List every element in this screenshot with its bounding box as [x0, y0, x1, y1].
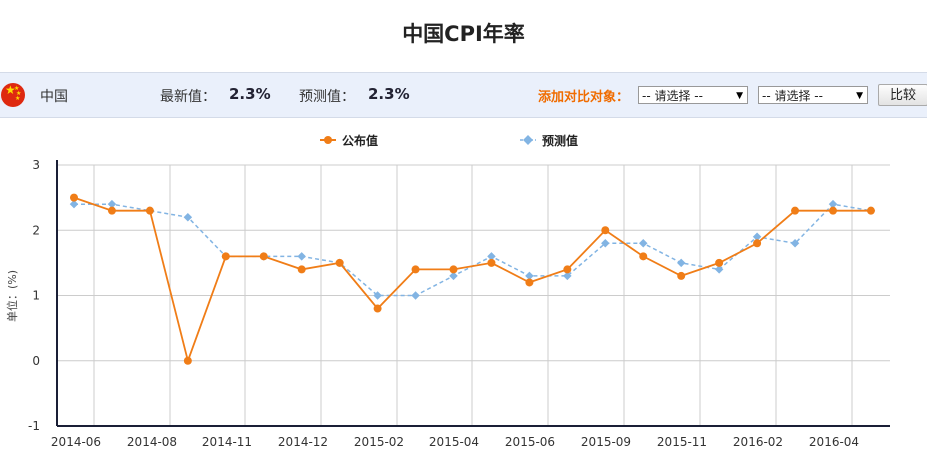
forecast-point: [639, 239, 648, 248]
y-tick-label: 0: [32, 354, 40, 368]
x-tick-label: 2015-11: [657, 435, 707, 449]
published-point: [107, 206, 116, 215]
y-tick-label: 1: [32, 289, 40, 303]
forecast-label: 预测值：: [299, 89, 355, 105]
chart-axes: -1 0 1 2 3 2014-06 2014-08 2014-11 2014-12 2015-0…: [28, 158, 890, 449]
published-point: [639, 252, 648, 261]
x-tick-label: 2016-02: [733, 435, 783, 449]
forecast-point: [525, 271, 534, 281]
forecast-point: [69, 199, 79, 209]
compare-button[interactable]: 比较: [878, 84, 927, 106]
y-tick-label: -1: [28, 419, 40, 433]
y-axis-label: 单位：(%): [5, 270, 19, 322]
legend-forecast-label: 预测值: [542, 133, 578, 148]
forecast-point: [449, 271, 458, 281]
dropdown-arrow-icon: ▼: [856, 91, 863, 101]
published-point: [753, 239, 762, 248]
compare-select-2-value: -- 请选择 --: [762, 89, 823, 103]
x-tick-label: 2016-04: [809, 435, 859, 449]
published-point: [373, 304, 382, 313]
forecast-point: [563, 271, 572, 281]
legend-published-label: 公布值: [342, 133, 378, 148]
chart-legend: 公布值 预测值: [320, 133, 578, 148]
page-title: 中国CPI年率: [402, 22, 525, 46]
published-point: [335, 258, 344, 267]
published-point: [791, 206, 800, 215]
x-tick-label: 2015-09: [581, 435, 631, 449]
country-name: 中国: [40, 89, 68, 105]
latest-value: 2.3%: [229, 85, 271, 103]
published-point: [677, 271, 686, 280]
published-point: [563, 265, 572, 274]
x-tick-label: 2015-04: [429, 435, 479, 449]
forecast-value: 2.3%: [368, 85, 410, 103]
china-flag-icon: ★ ★ ★ ★: [1, 83, 25, 107]
published-point: [411, 265, 420, 274]
latest-label: 最新值：: [160, 89, 216, 105]
chart-grid: [57, 164, 890, 427]
forecast-point: [107, 199, 117, 209]
compare-select-1-value: -- 请选择 --: [642, 89, 703, 103]
forecast-point: [411, 291, 420, 300]
x-tick-label: 2014-08: [127, 435, 177, 449]
published-point: [525, 278, 534, 287]
published-point: [259, 252, 268, 261]
legend-published-marker: [324, 136, 332, 144]
dropdown-arrow-icon: ▼: [736, 91, 743, 101]
x-tick-label: 2014-12: [278, 435, 328, 449]
forecast-point: [297, 252, 306, 261]
published-point: [866, 206, 875, 215]
x-tick-label: 2014-06: [51, 435, 101, 449]
toolbar: ★ ★ ★ ★ 中国 最新值： 2.3% 预测值： 2.3% 添加对比对象： -- 请…: [0, 72, 927, 118]
forecast-point: [714, 265, 724, 274]
compare-select-1[interactable]: -- 请选择 -- ▼: [638, 86, 748, 104]
published-point: [449, 265, 458, 274]
x-tick-label: 2015-06: [505, 435, 555, 449]
published-point: [221, 252, 230, 261]
forecast-point: [183, 212, 193, 222]
published-point: [487, 258, 496, 267]
published-point: [715, 258, 724, 267]
y-tick-label: 3: [32, 158, 40, 172]
y-tick-label: 2: [32, 223, 40, 237]
forecast-point: [676, 258, 686, 268]
published-point: [601, 226, 610, 235]
published-point: [829, 206, 837, 215]
published-point: [145, 206, 154, 215]
published-point: [297, 265, 306, 274]
compare-label: 添加对比对象：: [538, 90, 630, 105]
x-tick-label: 2014-11: [202, 435, 252, 449]
compare-select-2[interactable]: -- 请选择 -- ▼: [758, 86, 868, 104]
published-point: [183, 356, 192, 365]
published-point: [70, 193, 78, 202]
forecast-point: [373, 291, 382, 300]
legend-forecast-marker: [523, 135, 533, 145]
x-tick-label: 2015-02: [354, 435, 404, 449]
published-series-line: [73, 196, 871, 364]
chart-series: [69, 193, 876, 365]
forecast-point: [487, 252, 496, 261]
